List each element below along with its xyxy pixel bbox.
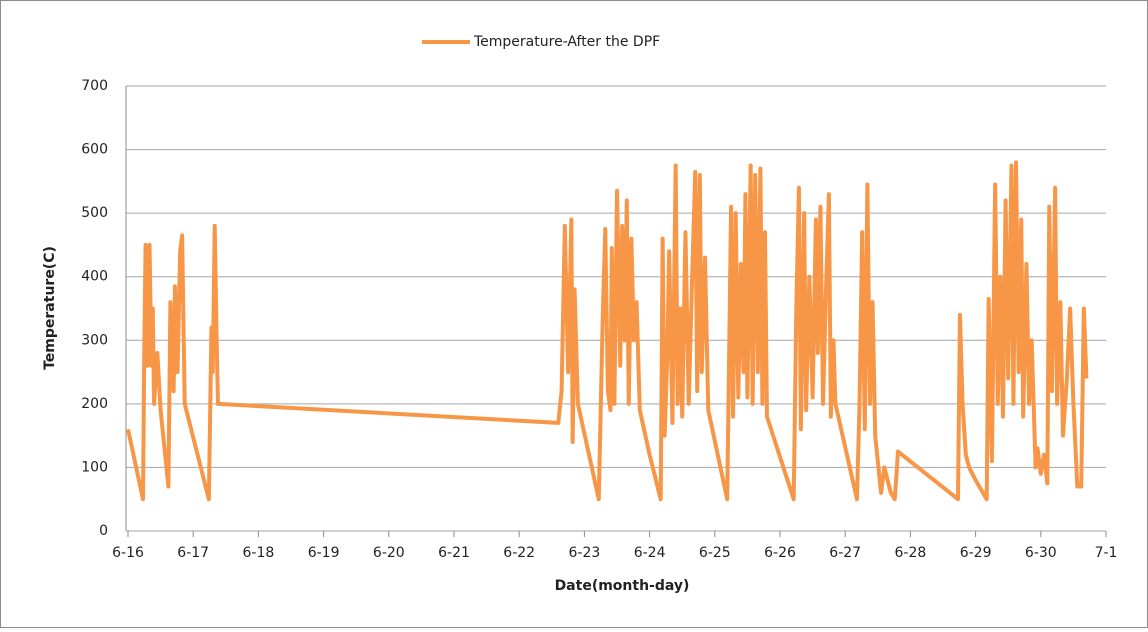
y-tick-label: 600 [81,142,108,158]
x-tick-label: 6-18 [243,545,275,561]
x-tick-label: 6-20 [373,545,405,561]
x-tick-label: 7-1 [1095,545,1118,561]
x-tick-label: 6-29 [960,545,992,561]
x-tick-label: 6-16 [112,545,144,561]
x-tick-label: 6-19 [308,545,340,561]
y-tick-label: 100 [81,459,108,475]
y-tick-label: 400 [81,269,108,285]
x-tick-label: 6-23 [569,545,601,561]
x-tick-label: 6-25 [699,545,731,561]
y-axis-label: Temperature(C) [42,246,58,370]
x-tick-label: 6-24 [634,545,666,561]
y-tick-label: 200 [81,396,108,412]
line-series [126,160,1089,502]
y-tick-label: 500 [81,205,108,221]
x-tick-label: 6-30 [1025,545,1057,561]
legend-label: Temperature-After the DPF [473,34,660,50]
x-tick-label: 6-21 [438,545,470,561]
x-tick-label: 6-26 [764,545,796,561]
x-tick-label: 6-28 [895,545,927,561]
x-tick-label: 6-22 [503,545,535,561]
x-tick-label: 6-17 [177,545,209,561]
x-axis-label: Date(month-day) [555,578,690,594]
y-tick-label: 700 [81,78,108,94]
y-tick-label: 300 [81,332,108,348]
x-tick-label: 6-27 [829,545,861,561]
y-tick-label: 0 [99,523,108,539]
